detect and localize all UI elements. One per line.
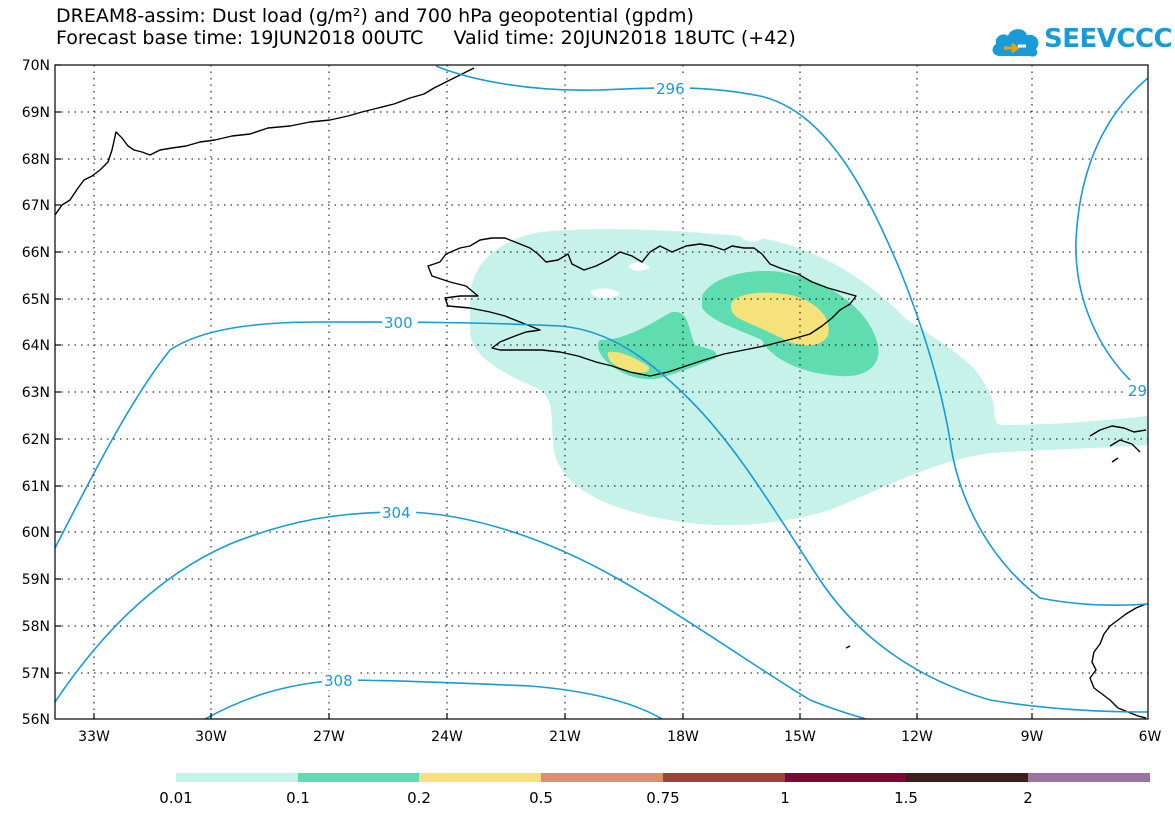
greenland-coast: [55, 67, 475, 216]
logo-text: SEEVCCC: [1044, 24, 1173, 54]
seevccc-logo: SEEVCCC: [990, 18, 1173, 64]
colorbar-label: 0.5: [529, 789, 553, 807]
colorbar-label: 2: [1023, 789, 1033, 807]
lon-label: 18W: [667, 729, 699, 745]
lon-label: 6W: [1139, 729, 1162, 745]
lat-label: 65N: [22, 292, 50, 308]
axis-ticks: [55, 64, 1033, 719]
lon-label: 27W: [313, 729, 345, 745]
colorbar-label: 0.1: [286, 789, 310, 807]
contour-label-296: 296: [656, 80, 685, 98]
colorbar-segment: [785, 773, 906, 782]
lat-label: 59N: [22, 572, 50, 588]
colorbar-label: 0.2: [407, 789, 431, 807]
lat-label: 61N: [22, 479, 50, 495]
rockall-coast: [845, 645, 851, 649]
colorbar-segment: [906, 773, 1028, 782]
scotland-coast: [1089, 603, 1147, 719]
lat-label: 63N: [22, 385, 50, 401]
lat-label: 58N: [22, 619, 50, 635]
colorbar-label: 1.5: [894, 789, 918, 807]
contour-label-304: 304: [382, 504, 411, 522]
lat-label: 62N: [22, 432, 50, 448]
dust-area-0.01: [470, 229, 1148, 526]
latitude-labels: 70N 69N 68N 67N 66N 65N 64N 63N 62N 61N …: [22, 58, 50, 728]
lat-label: 67N: [22, 198, 50, 214]
lon-label: 12W: [901, 729, 933, 745]
lat-label: 68N: [22, 152, 50, 168]
lat-label: 57N: [22, 666, 50, 682]
colorbar-segment: [1028, 773, 1150, 782]
lon-label: 9W: [1021, 729, 1044, 745]
colorbar-segment: [176, 773, 298, 782]
dust-area-0.2-south: [607, 351, 650, 373]
cloud-icon: [992, 29, 1039, 57]
lat-label: 70N: [22, 58, 50, 74]
graticule: [55, 65, 1148, 719]
lat-label: 66N: [22, 245, 50, 261]
lat-label: 69N: [22, 105, 50, 121]
lon-label: 24W: [431, 729, 463, 745]
lon-label: 15W: [784, 729, 816, 745]
colorbar-segment: [541, 773, 663, 782]
lon-label: 21W: [549, 729, 581, 745]
contour-304: [55, 511, 867, 719]
lon-label: 33W: [78, 729, 110, 745]
dust-free-area: [628, 262, 650, 271]
lat-label: 64N: [22, 338, 50, 354]
lat-label: 60N: [22, 525, 50, 541]
contour-label-308: 308: [324, 672, 353, 690]
colorbar-label: 1: [780, 789, 790, 807]
dust-area-0.2-east: [730, 292, 829, 346]
contour-label-300: 300: [384, 314, 413, 332]
geopotential-contours: [55, 65, 1148, 719]
lat-label: 56N: [22, 712, 50, 728]
dust-free-area: [740, 233, 764, 242]
colorbar-label: 0.75: [646, 789, 679, 807]
iceland-coast: [427, 237, 857, 377]
chart-title: DREAM8-assim: Dust load (g/m²) and 700 h…: [56, 5, 694, 27]
contour-308: [204, 679, 663, 719]
colorbar-segment: [663, 773, 785, 782]
chart-subtitle: Forecast base time: 19JUN2018 00UTC Vali…: [56, 27, 796, 49]
colorbar-segment: [298, 773, 419, 782]
dust-free-area: [590, 288, 620, 299]
lon-label: 30W: [195, 729, 227, 745]
contour-label-29: 29: [1128, 382, 1147, 400]
coastline: [55, 67, 1147, 719]
colorbar-label: 0.01: [159, 789, 192, 807]
longitude-labels: 33W 30W 27W 24W 21W 18W 15W 12W 9W 6W: [78, 729, 1161, 745]
colorbar-segment: [419, 773, 541, 782]
contour-300: [55, 321, 1148, 713]
colorbar: 0.01 0.1 0.2 0.5 0.75 1 1.5 2: [159, 773, 1150, 807]
contour-296: [435, 65, 1148, 606]
faroe-coast: [1089, 425, 1147, 463]
